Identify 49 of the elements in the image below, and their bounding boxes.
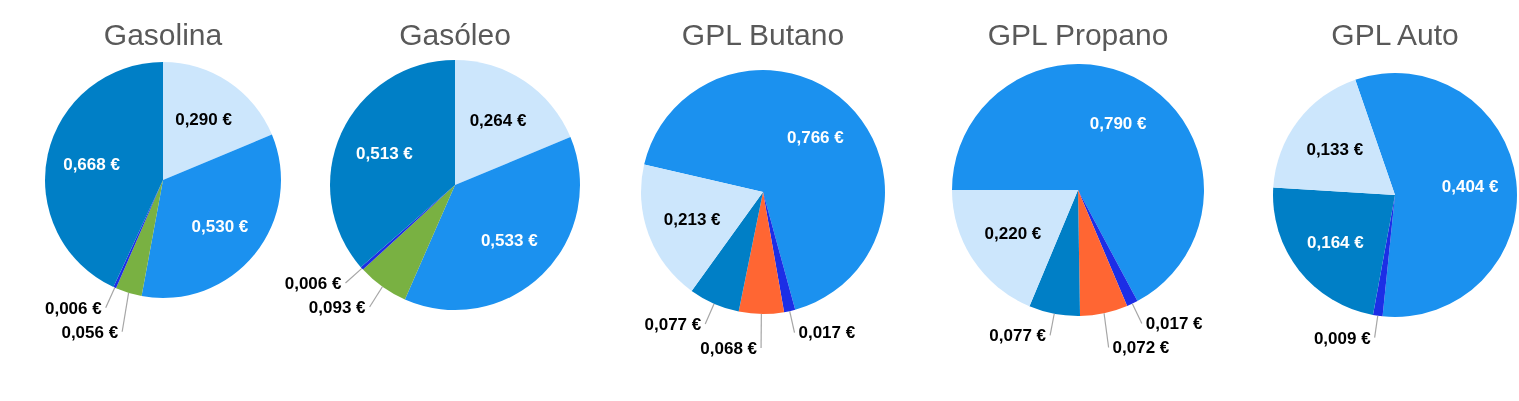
chart-title: GPL Auto — [1331, 18, 1459, 51]
chart-title: GPL Butano — [681, 18, 845, 51]
data-label: 0,077 € — [989, 326, 1047, 346]
pie-slice — [1273, 187, 1395, 315]
data-label: 0,790 € — [1089, 113, 1148, 133]
pie-slice — [404, 137, 580, 310]
data-label: 0,213 € — [663, 209, 722, 229]
data-label: 0,513 € — [356, 143, 414, 163]
data-label: 0,533 € — [480, 231, 539, 251]
data-label: 0,017 € — [798, 323, 856, 343]
data-label: 0,077 € — [644, 314, 702, 334]
pie-slice — [363, 185, 455, 300]
data-label: 0,264 € — [469, 111, 527, 131]
pie-slice — [763, 192, 796, 313]
pie-slice — [1029, 190, 1081, 316]
pie-slice — [1078, 190, 1138, 307]
data-label: 0,133 € — [1306, 140, 1364, 160]
chart-title: Gasolina — [103, 18, 223, 51]
data-label: 0,009 € — [1313, 328, 1372, 348]
data-label: 0,017 € — [1145, 314, 1204, 334]
data-label: 0,006 € — [284, 274, 343, 293]
pie-slice — [1355, 73, 1517, 317]
pie-slice — [330, 60, 455, 268]
chart-title: GPL Propano — [987, 18, 1169, 51]
data-label: 0,072 € — [1112, 338, 1170, 358]
pie-slice — [45, 62, 163, 288]
pie-slice — [644, 70, 885, 310]
data-label: 0,068 € — [700, 338, 758, 358]
chart-title: Gasóleo — [399, 18, 511, 51]
data-label: 0,056 € — [61, 322, 119, 342]
data-label: 0,530 € — [191, 216, 249, 236]
pie-slice — [641, 164, 763, 291]
pie-slice — [952, 190, 1078, 307]
data-label: 0,766 € — [787, 128, 845, 148]
pie-slice — [141, 134, 281, 298]
pie-slice — [1273, 79, 1395, 195]
pie-slice — [455, 60, 571, 185]
data-label: 0,404 € — [1441, 177, 1500, 197]
pie-slice — [952, 64, 1204, 302]
data-label: 0,290 € — [175, 110, 233, 130]
data-label: 0,164 € — [1307, 232, 1365, 252]
data-label: 0,006 € — [44, 298, 103, 318]
pie-slice — [738, 192, 785, 314]
pie-slice — [1078, 190, 1128, 316]
data-label: 0,668 € — [63, 155, 121, 175]
pie-slice — [1372, 195, 1395, 317]
pie-slice — [163, 62, 272, 180]
data-label: 0,220 € — [984, 224, 1042, 244]
data-label: 0,093 € — [308, 298, 367, 317]
